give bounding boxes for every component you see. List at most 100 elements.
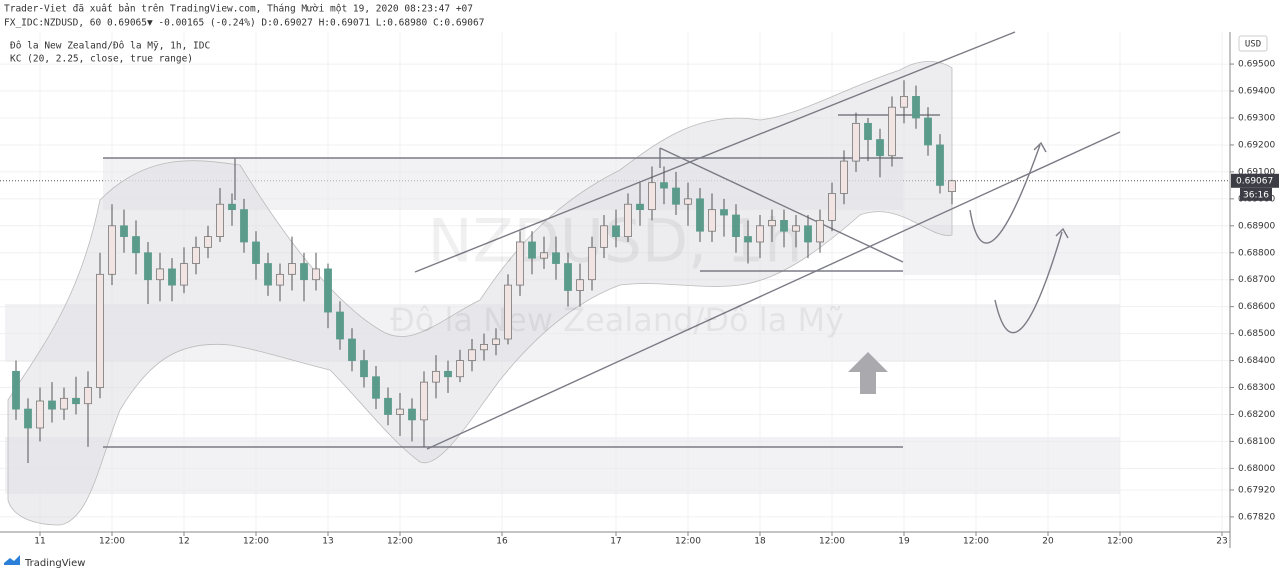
candle-body <box>840 160 848 194</box>
x-tick-label: 18 <box>754 537 766 547</box>
candle-body <box>348 338 356 361</box>
candle-body <box>396 408 404 415</box>
candle-body <box>36 400 44 429</box>
candle-body <box>432 370 440 383</box>
keltner-channel <box>7 61 953 526</box>
candle-body <box>360 360 368 378</box>
candle-body <box>696 198 704 232</box>
currency-button[interactable] <box>1238 35 1268 52</box>
footer-brand: TradingView <box>24 558 85 569</box>
candle-body <box>804 225 812 243</box>
candle-body <box>96 273 104 388</box>
candle-body <box>564 263 572 291</box>
candle-body <box>12 370 20 410</box>
candle-body <box>372 376 380 399</box>
x-tick-label: 19 <box>898 537 910 547</box>
zone <box>5 437 1120 494</box>
x-tick-label: 20 <box>1042 537 1054 547</box>
candle-body <box>528 241 536 259</box>
price-axis <box>1230 32 1280 532</box>
x-tick-label: 12:00 <box>675 537 701 547</box>
candle-body <box>456 360 464 378</box>
candle-body <box>648 182 656 211</box>
candle-body <box>324 268 332 313</box>
price-badge <box>1231 173 1279 188</box>
y-tick-label: 0.67920 <box>1238 485 1275 495</box>
y-tick-label: 0.69100 <box>1238 167 1275 177</box>
currency-label[interactable]: USD <box>1245 40 1261 50</box>
candle-body <box>240 209 248 243</box>
y-tick-label: 0.68100 <box>1238 437 1275 447</box>
y-tick-label: 0.69300 <box>1238 113 1275 123</box>
candle-body <box>720 209 728 216</box>
channel-line <box>426 131 1121 450</box>
legend-indicator: KC (20, 2.25, close, true range) <box>10 54 193 65</box>
countdown-label: 36:16 <box>1243 190 1269 200</box>
candle-body <box>828 193 836 221</box>
candle-body <box>180 263 188 286</box>
quote-line: FX_IDC:NZDUSD, 60 0.69065▼ -0.00165 (-0.… <box>4 18 484 29</box>
candle-body <box>936 144 944 186</box>
triangle-line <box>659 147 904 263</box>
projection-arrow <box>994 227 1069 334</box>
candle-body <box>540 252 548 259</box>
candle-body <box>732 214 740 237</box>
candle-body <box>72 397 80 405</box>
candle-body <box>504 284 512 340</box>
candle-body <box>336 311 344 340</box>
x-tick-label: 13 <box>322 537 333 547</box>
x-tick-label: 12:00 <box>1107 537 1133 547</box>
candle-body <box>60 397 68 410</box>
candle-body <box>156 268 164 281</box>
candle-body <box>288 263 296 275</box>
y-tick-label: 0.68800 <box>1238 248 1275 258</box>
x-tick-label: 12:00 <box>963 537 989 547</box>
candle-body <box>576 279 584 291</box>
candle-body <box>516 241 524 286</box>
candle-body <box>120 225 128 237</box>
candle-body <box>312 268 320 281</box>
x-tick-label: 17 <box>610 537 621 547</box>
candle-body <box>480 343 488 351</box>
y-tick-label: 0.68500 <box>1238 329 1275 339</box>
x-tick-label: 12:00 <box>99 537 125 547</box>
y-tick-label: 0.68000 <box>1238 464 1275 474</box>
candle-body <box>48 400 56 410</box>
candle-body <box>624 203 632 237</box>
candle-body <box>864 122 872 140</box>
x-tick-label: 11 <box>34 537 45 547</box>
candle-body <box>636 203 644 211</box>
candle-body <box>168 268 176 286</box>
candle-body <box>492 338 500 345</box>
trend-lines <box>103 31 1121 450</box>
y-tick-label: 0.69400 <box>1238 87 1275 97</box>
x-tick-label: 23 <box>1216 537 1227 547</box>
candle-body <box>204 236 212 248</box>
price-badge-label: 0.69067 <box>1236 176 1273 186</box>
y-tick-label: 0.68400 <box>1238 356 1275 366</box>
candle-body <box>408 408 416 421</box>
candle-body <box>84 387 92 405</box>
candle-body <box>252 241 260 264</box>
up-arrow-icon <box>848 352 888 394</box>
watermark-name: Đô la New Zealand/Đô la Mỹ <box>390 301 844 339</box>
candle-body <box>852 122 860 162</box>
candle-body <box>216 203 224 237</box>
candle-body <box>468 349 476 361</box>
candle-body <box>672 187 680 205</box>
candle-body <box>228 203 236 211</box>
x-tick-label: 12:00 <box>819 537 845 547</box>
candle-body <box>768 220 776 227</box>
candle-body <box>192 246 200 264</box>
candle-body <box>24 408 32 429</box>
candle-body <box>108 225 116 275</box>
candle-body <box>780 220 788 232</box>
candle-body <box>384 397 392 415</box>
candle-body <box>132 236 140 254</box>
candle-body <box>792 225 800 232</box>
logo <box>4 555 20 565</box>
legend-symbol: Đô la New Zealand/Đô la Mỹ, 1h, IDC <box>10 41 210 52</box>
y-tick-label: 0.68600 <box>1238 302 1275 312</box>
x-tick-label: 16 <box>496 537 508 547</box>
